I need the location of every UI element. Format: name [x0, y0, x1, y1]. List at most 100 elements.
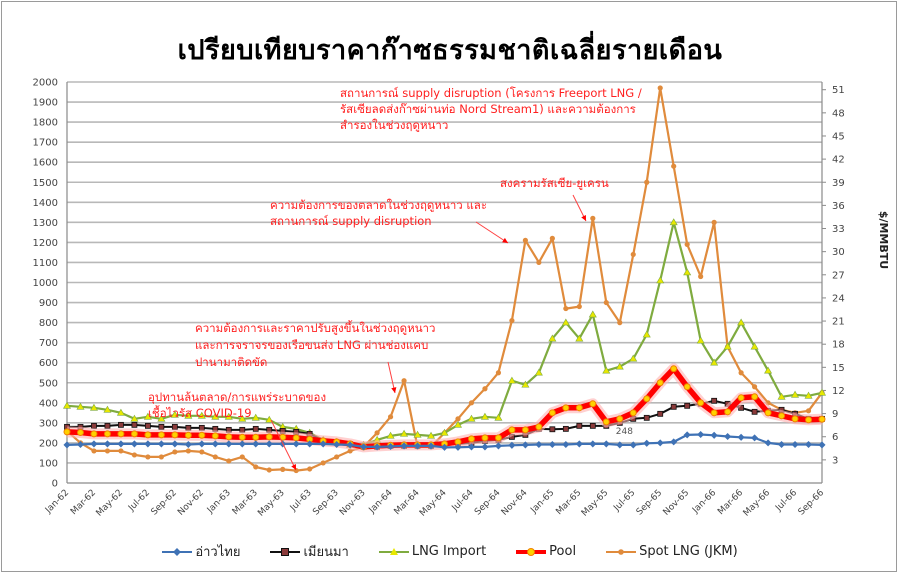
legend-item-pool[interactable]: Pool [516, 541, 576, 562]
arrow-icon [291, 464, 296, 470]
y-axis-left: 0 100 200 300 400 500 600 700 800 900 1000 1100 1200… [33, 78, 68, 490]
y2-tick-label: 30 [832, 247, 845, 258]
y2-tick-label: 39 [832, 178, 845, 189]
legend: อ่าวไทย เมียนมา LNG Import Pool Spot LNG… [0, 541, 900, 562]
y-tick-label: 1800 [33, 118, 58, 129]
x-tick-label: May-63 [256, 488, 287, 519]
y-tick-label: 500 [39, 378, 58, 389]
x-tick-label: Mar-62 [69, 488, 98, 517]
svg-text:สำรองในช่วงฤดูหนาว: สำรองในช่วงฤดูหนาว [340, 118, 448, 132]
y-tick-label: 100 [39, 458, 58, 469]
x-tick-label: Mar-66 [716, 488, 745, 517]
x-tick-label: Mar-64 [393, 488, 422, 517]
x-tick-label: Jul-62 [126, 488, 152, 514]
x-tick-label: Jan-64 [367, 488, 395, 516]
y-tick-label: 900 [39, 298, 58, 309]
svg-text:ความต้องการของตลาดในช่วงฤดูหนา: ความต้องการของตลาดในช่วงฤดูหนาว และ [270, 198, 487, 212]
x-tick-label: Sep-62 [150, 488, 179, 517]
y-tick-label: 700 [39, 338, 58, 349]
y2-tick-label: 33 [832, 224, 845, 235]
annotation-covid: อุปทานล้นตลาด/การแพร่ระบาดของเชื้อไวรัส … [148, 390, 326, 420]
y-tick-label: 600 [39, 358, 58, 369]
legend-label: LNG Import [411, 544, 487, 559]
annotations: อุปทานล้นตลาด/การแพร่ระบาดของเชื้อไวรัส … [148, 86, 642, 471]
y-tick-label: 800 [39, 318, 58, 329]
gridlines [67, 81, 822, 464]
svg-text:สงครามรัสเซีย-ยูเครน: สงครามรัสเซีย-ยูเครน [500, 176, 609, 190]
chart-title: เปรียบเทียบราคาก๊าซธรรมชาติเฉลี่ยรายเดือ… [177, 35, 723, 66]
svg-text:เชื้อไวรัส COVID-19: เชื้อไวรัส COVID-19 [148, 405, 252, 420]
y2-tick-label: 42 [832, 155, 845, 166]
annotation-winter: ความต้องการของตลาดในช่วงฤดูหนาว และสถานก… [270, 198, 487, 228]
y2-tick-label: 48 [832, 108, 845, 119]
y-tick-label: 1400 [33, 198, 58, 209]
diamond-marker-icon [162, 547, 193, 557]
y2-tick-label: 36 [832, 201, 845, 212]
arrow-icon [391, 387, 397, 393]
annotation-freeport: สถานการณ์ supply disruption (โครงการ Fre… [340, 86, 642, 132]
arrow-icon [502, 237, 508, 243]
x-tick-label: Jul-66 [773, 488, 799, 514]
y2-tick-label: 15 [832, 363, 845, 374]
y2-tick-label: 3 [832, 455, 838, 466]
legend-item-spot-lng[interactable]: Spot LNG (JKM) [606, 541, 738, 562]
x-tick-label: May-64 [418, 488, 449, 519]
svg-text:ความต้องการและราคาปรับสูงขึ้นใ: ความต้องการและราคาปรับสูงขึ้นในช่วงฤดูหน… [195, 320, 435, 335]
y-tick-label: 1900 [33, 98, 58, 109]
svg-text:สถานการณ์ supply disruption: สถานการณ์ supply disruption [270, 214, 432, 228]
y-tick-label: 200 [39, 438, 58, 449]
x-tick-label: May-65 [580, 488, 611, 519]
x-tick-label: Nov-63 [338, 488, 368, 518]
legend-label: เมียนมา [303, 545, 349, 560]
svg-text:สถานการณ์ supply disruption (โ: สถานการณ์ supply disruption (โครงการ Fre… [340, 86, 642, 100]
y2-tick-label: 9 [832, 409, 838, 420]
y-tick-label: 1700 [33, 138, 58, 149]
y2-tick-label: 6 [832, 432, 838, 443]
legend-item-lng-import[interactable]: LNG Import [378, 541, 487, 562]
circle-marker-icon [516, 547, 547, 557]
triangle-marker-icon [378, 547, 409, 557]
y-tick-label: 300 [39, 418, 58, 429]
y2-tick-label: 12 [832, 386, 845, 397]
y-tick-label: 1200 [33, 238, 58, 249]
legend-item-gulf-of-thailand[interactable]: อ่าวไทย [162, 541, 240, 562]
x-tick-label: Jan-62 [43, 488, 71, 516]
x-tick-label: Jul-64 [450, 488, 476, 514]
x-tick-label: May-62 [95, 488, 126, 519]
x-tick-label: Jan-65 [528, 488, 556, 516]
arrow-icon [581, 215, 586, 221]
y-tick-label: 1600 [33, 158, 58, 169]
y2-tick-label: 51 [832, 85, 845, 96]
annotation-panama: ความต้องการและราคาปรับสูงขึ้นในช่วงฤดูหน… [195, 320, 435, 369]
x-tick-label: Mar-65 [554, 488, 583, 517]
data-label: 248 [616, 427, 633, 437]
svg-text:ปานามาติดขัด: ปานามาติดขัด [195, 355, 267, 369]
svg-text:และการจราจรของเรือขนส่ง LNG ผ่: และการจราจรของเรือขนส่ง LNG ผ่านช่องแคบ [195, 338, 428, 352]
square-marker-icon [270, 547, 301, 557]
y2-tick-label: 21 [832, 317, 845, 328]
x-tick-label: Mar-63 [231, 488, 260, 517]
x-tick-label: Jul-63 [288, 488, 314, 514]
x-tick-label: Sep-63 [311, 488, 340, 517]
x-tick-label: Nov-62 [176, 488, 206, 518]
x-tick-label: Jan-66 [690, 488, 718, 516]
y-tick-label: 1000 [33, 278, 58, 289]
x-tick-label: Jan-63 [205, 488, 233, 516]
legend-item-myanmar[interactable]: เมียนมา [270, 541, 349, 562]
y-tick-label: 1300 [33, 218, 58, 229]
svg-text:อุปทานล้นตลาด/การแพร่ระบาดของ: อุปทานล้นตลาด/การแพร่ระบาดของ [148, 390, 326, 404]
circle-marker-icon [606, 547, 637, 557]
y2-tick-label: 18 [832, 340, 845, 351]
x-tick-label: Jul-65 [612, 488, 638, 514]
x-tick-label: Sep-65 [635, 488, 664, 517]
x-tick-label: Sep-64 [473, 488, 503, 518]
series-lines: 248 [62, 85, 827, 474]
legend-label: Pool [549, 544, 577, 559]
series-อ่าวไทย [63, 430, 826, 451]
legend-label: Spot LNG (JKM) [639, 544, 738, 559]
y2-tick-label: 24 [832, 293, 845, 304]
